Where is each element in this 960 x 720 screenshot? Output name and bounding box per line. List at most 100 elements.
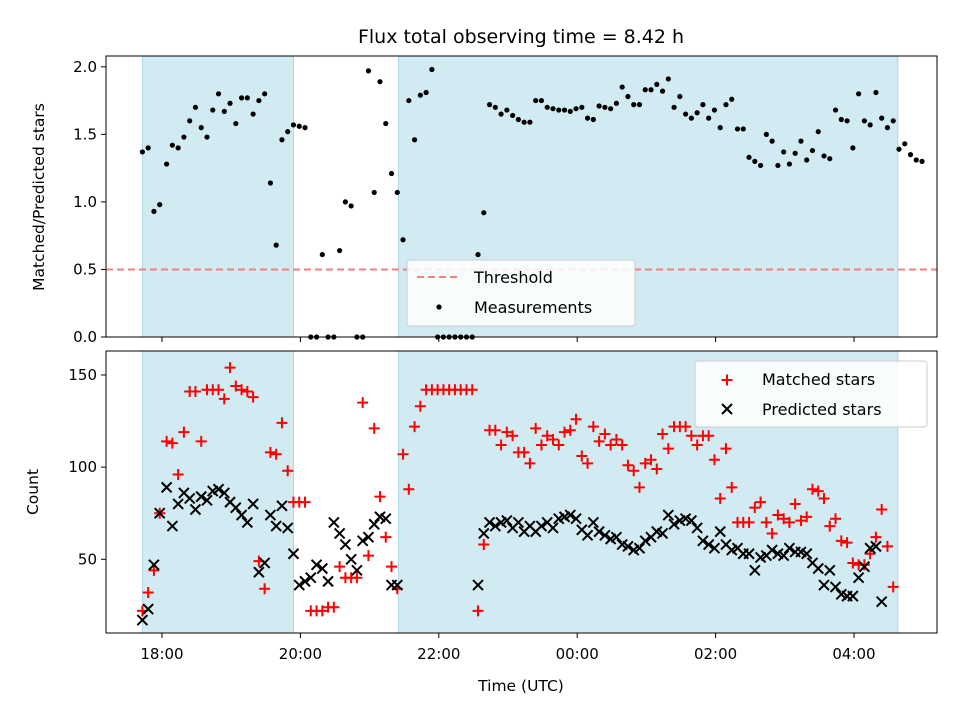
- y-tick-label: 1.0: [73, 193, 97, 211]
- data-point: [593, 435, 605, 447]
- legend-box: [694, 360, 928, 428]
- data-point: [273, 242, 279, 248]
- data-point: [806, 483, 818, 495]
- data-point: [406, 97, 412, 104]
- data-point: [864, 548, 876, 560]
- legend: Threshold Measurements: [406, 259, 636, 327]
- data-point: [212, 483, 225, 495]
- x-tick-label: 22:00: [417, 645, 460, 663]
- legend-measurements-swatch: [436, 304, 442, 310]
- data-point: [368, 422, 380, 434]
- data-point: [145, 145, 151, 151]
- data-point: [136, 614, 149, 626]
- data-point: [567, 108, 573, 114]
- data-point: [187, 118, 193, 124]
- data-point: [746, 154, 752, 160]
- data-point: [809, 147, 816, 154]
- data-point: [339, 538, 352, 551]
- y-tick-label: 2.0: [73, 58, 97, 76]
- data-point: [296, 123, 302, 129]
- y-tick-label: 150: [68, 366, 97, 384]
- data-point: [501, 426, 513, 438]
- data-point: [221, 108, 227, 114]
- data-point: [706, 115, 712, 121]
- series-matched-stars: [136, 362, 899, 617]
- data-point: [213, 384, 225, 396]
- data-point: [827, 156, 833, 162]
- data-point: [535, 439, 547, 451]
- data-point: [757, 162, 764, 169]
- y-tick-label: 1.5: [73, 125, 97, 143]
- data-point: [521, 119, 527, 125]
- data-point: [743, 548, 755, 560]
- data-point: [749, 564, 761, 577]
- data-point: [755, 496, 767, 508]
- data-point: [198, 125, 204, 131]
- data-point: [850, 145, 856, 151]
- data-point: [267, 180, 274, 186]
- panel-counts: 50 100 150 18:00 20:00 22:00 00:00 02:00 04:00 Ma…: [68, 350, 938, 663]
- legend-matched-swatch: [721, 374, 733, 386]
- data-point: [576, 450, 588, 462]
- data-point: [708, 454, 720, 466]
- data-point: [264, 446, 276, 458]
- y-axis-label-count: Count: [24, 469, 42, 515]
- data-point: [902, 141, 908, 147]
- data-point: [769, 138, 775, 144]
- data-point: [507, 430, 519, 442]
- observing-window: [141, 350, 294, 634]
- data-point: [299, 496, 311, 508]
- data-point: [282, 522, 294, 534]
- data-point: [723, 102, 729, 108]
- data-point: [429, 66, 435, 73]
- data-point: [729, 96, 735, 102]
- data-point: [625, 93, 631, 100]
- data-point: [619, 84, 625, 90]
- data-point: [691, 439, 703, 451]
- data-point: [512, 516, 525, 529]
- data-point: [613, 100, 620, 106]
- data-point: [230, 380, 242, 392]
- data-point: [166, 520, 179, 532]
- data-point: [838, 116, 844, 123]
- data-point: [337, 247, 343, 254]
- data-point: [688, 115, 694, 121]
- data-point: [515, 116, 521, 123]
- data-point: [610, 531, 623, 543]
- data-point: [238, 95, 245, 101]
- observing-window: [141, 55, 294, 338]
- data-point: [847, 590, 859, 602]
- data-point: [377, 79, 383, 85]
- data-point: [279, 137, 285, 143]
- data-point: [157, 202, 163, 208]
- data-point: [247, 498, 259, 510]
- data-point: [749, 502, 761, 514]
- data-point: [483, 516, 496, 529]
- data-point: [244, 95, 250, 101]
- y-tick-label: 0.5: [73, 260, 97, 278]
- data-point: [524, 457, 536, 469]
- data-point: [798, 138, 804, 144]
- data-point: [559, 426, 571, 438]
- data-point: [403, 483, 415, 495]
- data-point: [717, 125, 723, 131]
- data-point: [858, 560, 871, 573]
- data-point: [697, 535, 709, 547]
- data-point: [236, 384, 248, 396]
- data-point: [858, 559, 870, 571]
- data-point: [671, 104, 677, 110]
- legend-matched-label: Matched stars: [762, 370, 875, 389]
- data-point: [657, 428, 669, 440]
- data-point: [714, 525, 726, 538]
- data-point: [356, 535, 369, 547]
- data-point: [478, 539, 490, 551]
- data-point: [760, 516, 772, 528]
- data-point: [599, 428, 611, 440]
- data-point: [564, 509, 576, 521]
- data-point: [258, 557, 271, 569]
- data-point: [492, 104, 498, 110]
- data-point: [593, 525, 605, 538]
- data-point: [824, 520, 836, 532]
- x-tick-label: 02:00: [694, 645, 737, 663]
- data-point: [181, 134, 187, 140]
